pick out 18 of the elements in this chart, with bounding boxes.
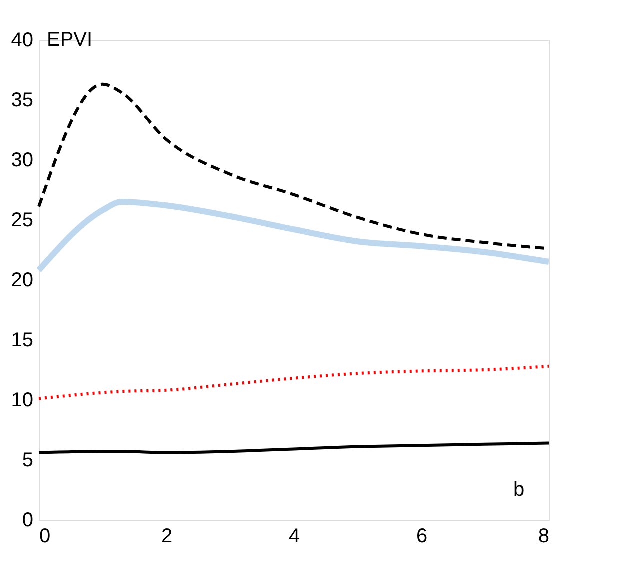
y-tick-label: 20	[11, 270, 34, 292]
x-tick-label: 2	[161, 526, 173, 548]
y-tick-label: 5	[22, 450, 34, 472]
y-tick-label: 35	[11, 90, 34, 112]
y-tick-label: 0	[22, 510, 34, 532]
x-tick-label: 4	[288, 526, 300, 548]
x-tick-label: 6	[416, 526, 428, 548]
y-axis-title: EPVI	[47, 29, 93, 51]
annotation: b	[513, 479, 525, 501]
y-tick-label: 25	[11, 210, 34, 232]
line-series	[38, 442, 550, 454]
y-tick-label: 15	[11, 330, 34, 352]
x-tick-label: 8	[538, 526, 550, 548]
line-series	[38, 364, 550, 400]
y-tick-label: 30	[11, 150, 34, 172]
y-tick-label: 10	[11, 390, 34, 412]
x-tick-label: 0	[40, 526, 51, 548]
y-tick-label: 40	[11, 30, 34, 52]
